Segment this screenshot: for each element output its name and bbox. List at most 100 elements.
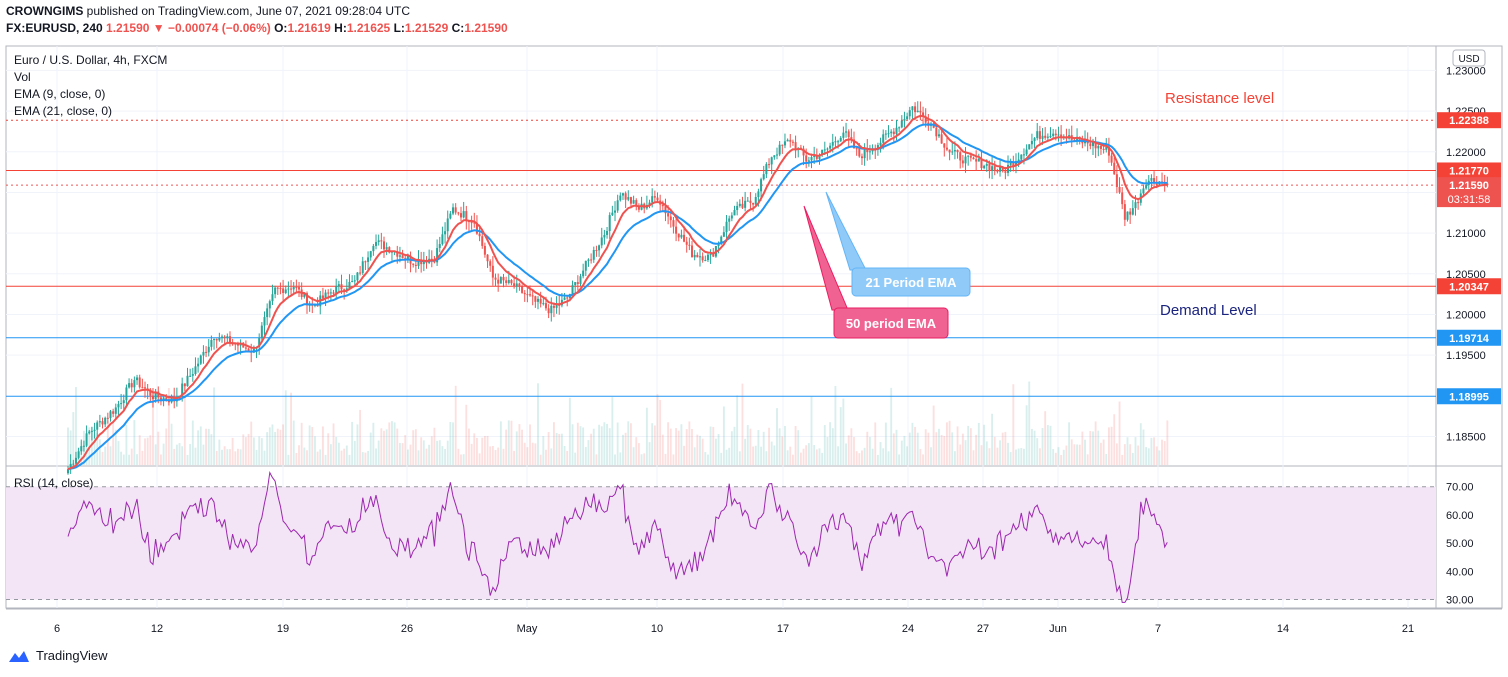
candle-body: [768, 164, 771, 166]
candle-body: [1054, 133, 1057, 136]
candle-body: [210, 339, 213, 347]
candle-body: [845, 131, 848, 133]
volume-bar: [1073, 444, 1076, 465]
volume-bar: [794, 426, 797, 465]
candle-body: [584, 260, 587, 271]
currency-badge[interactable]: [1452, 49, 1486, 67]
volume-bar: [375, 448, 377, 465]
candle-body: [975, 159, 978, 162]
candle-body: [154, 391, 157, 400]
candle-body: [868, 151, 871, 153]
candle-body: [197, 363, 200, 367]
candle-body: [1030, 140, 1033, 145]
ema9-line: [67, 114, 1168, 471]
volume-bar: [876, 454, 879, 465]
candle-body: [595, 249, 598, 251]
candle-body: [818, 155, 821, 159]
candle-body: [698, 256, 701, 258]
candle-body: [871, 149, 874, 152]
candle-body: [1009, 161, 1012, 165]
candle-body: [122, 400, 125, 404]
candle-body: [693, 254, 696, 258]
horizontal-levels[interactable]: [6, 119, 1436, 397]
candle-body: [348, 281, 351, 289]
volume-bar: [1057, 447, 1060, 465]
volume-bar: [271, 424, 274, 465]
volume-bar: [101, 451, 104, 465]
volume-bar: [996, 447, 999, 465]
candle-body: [563, 297, 566, 300]
volume-bar: [531, 442, 534, 465]
candle-body: [906, 116, 909, 120]
volume-bar: [303, 447, 306, 465]
candle-body: [1057, 134, 1060, 136]
volume-bar: [98, 439, 101, 465]
rsi-pane[interactable]: RSI (14, close): [6, 471, 1436, 603]
price-axis[interactable]: USD 1.230001.225001.220001.215001.210001…: [1437, 49, 1501, 444]
candle-body: [151, 395, 154, 400]
candle-body: [340, 284, 343, 290]
volume-bar: [927, 432, 930, 465]
volume-bar: [1134, 437, 1137, 465]
volume-bar: [1147, 448, 1150, 465]
volume-bar: [898, 454, 901, 465]
candle-body: [914, 106, 917, 113]
tradingview-footer[interactable]: TradingView: [8, 648, 108, 663]
chart-canvas[interactable]: 21 Period EMA 50 period EMA Resistance le…: [0, 40, 1508, 640]
candle-body: [287, 288, 290, 290]
candle-body: [550, 305, 553, 314]
price-tick-label: 1.19500: [1446, 350, 1486, 362]
volume-bar: [491, 446, 494, 465]
time-axis[interactable]: 6 12 19 26 May 10 17 24 27 Jun 7 14 21: [54, 623, 1414, 635]
volume-bar: [449, 421, 452, 465]
volume-bar: [699, 435, 701, 465]
volume-bar: [568, 397, 571, 465]
candle-body: [791, 141, 794, 143]
candle-body: [943, 143, 946, 148]
candle-body: [521, 286, 524, 293]
volume-bar: [908, 432, 911, 465]
legend-ema21: EMA (21, close, 0): [14, 104, 112, 118]
volume-bar: [784, 425, 786, 465]
volume-bar: [717, 434, 720, 465]
volume-bar: [574, 452, 577, 465]
volume-bar: [834, 385, 837, 465]
volume-bar: [669, 428, 672, 465]
candle-body: [829, 145, 832, 149]
volume-bar: [69, 430, 72, 465]
candle-body: [364, 261, 367, 263]
publisher-name[interactable]: CROWNGIMS: [6, 4, 84, 18]
candle-body: [1153, 178, 1156, 183]
candle-body: [114, 407, 117, 414]
candle-body: [651, 196, 654, 203]
candle-body: [324, 292, 327, 299]
text-annotations[interactable]: Resistance level Demand Level: [1160, 90, 1274, 319]
volume-bar: [651, 423, 654, 465]
volume-bar: [526, 447, 529, 465]
candle-body: [582, 270, 585, 277]
volume-bar: [181, 446, 184, 465]
volume-bar: [385, 429, 388, 465]
price-label-tag: [1437, 162, 1501, 179]
candle-body: [159, 397, 162, 400]
volume-bar: [213, 387, 215, 465]
volume-bar: [972, 450, 975, 465]
volume-bar: [340, 450, 343, 465]
callouts[interactable]: 21 Period EMA 50 period EMA: [803, 191, 971, 339]
volume-bar: [361, 452, 364, 465]
volume-bar: [861, 450, 863, 465]
candle-body: [343, 289, 346, 291]
candlesticks[interactable]: [66, 101, 1169, 475]
volume-bar: [853, 437, 855, 465]
volume-bar: [146, 437, 149, 465]
axis-border: [1435, 45, 1503, 609]
volume-bar: [306, 450, 308, 465]
candle-body: [417, 259, 420, 266]
volume-bar: [959, 444, 962, 465]
candle-body: [783, 141, 786, 146]
candle-body: [579, 276, 582, 284]
candle-body: [372, 245, 375, 252]
volume-bar: [120, 451, 123, 465]
candle-body: [218, 338, 221, 341]
candle-body: [574, 282, 577, 286]
